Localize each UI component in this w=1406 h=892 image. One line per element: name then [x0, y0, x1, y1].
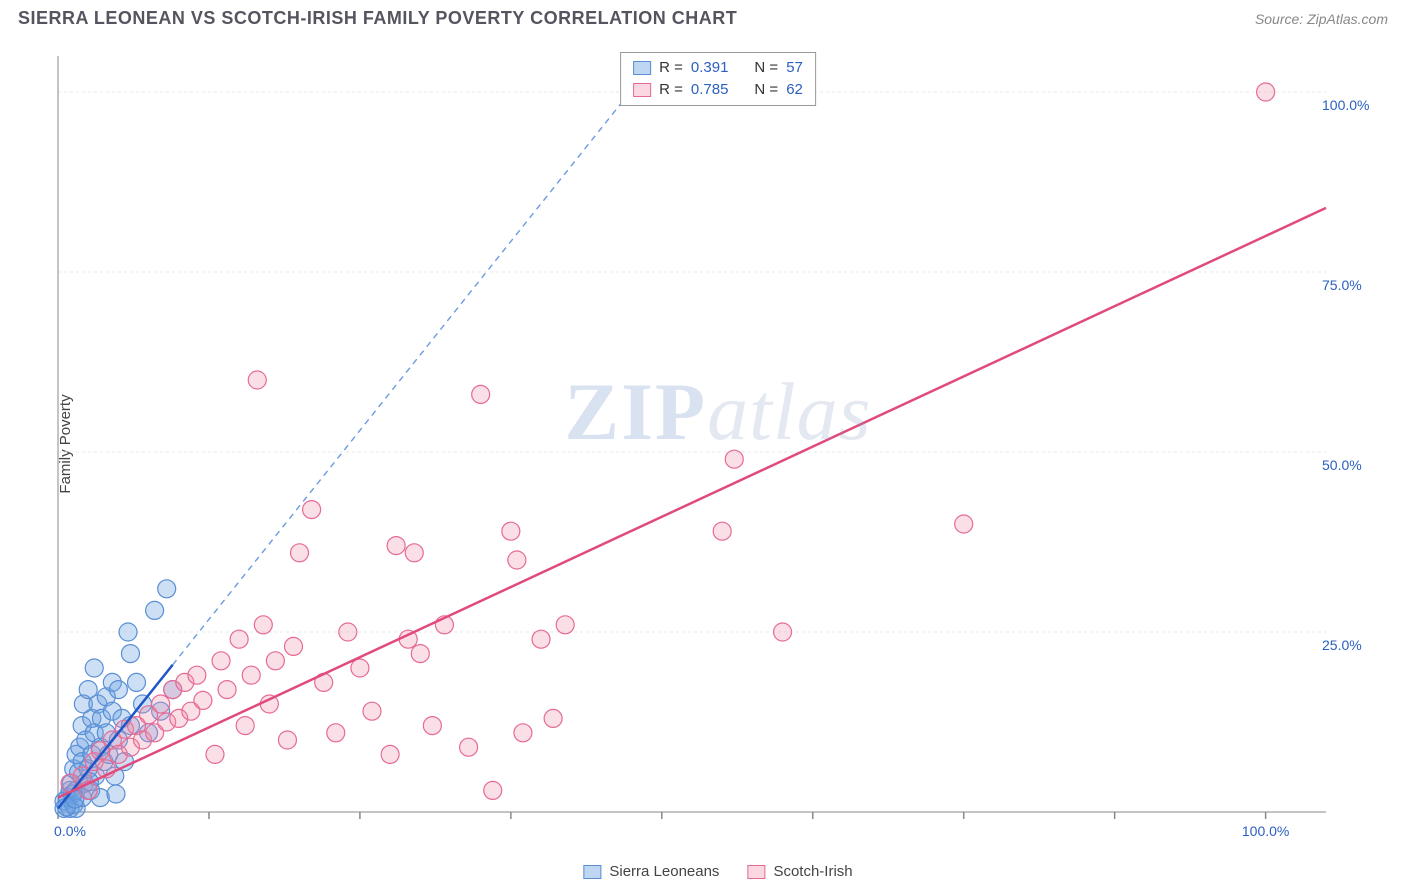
n-label: N =	[754, 57, 778, 79]
svg-text:75.0%: 75.0%	[1322, 277, 1362, 293]
swatch-pink-icon	[633, 83, 651, 97]
n-value-pink: 62	[786, 79, 803, 101]
source-label: Source:	[1255, 11, 1307, 27]
svg-text:25.0%: 25.0%	[1322, 637, 1362, 653]
svg-text:100.0%: 100.0%	[1322, 97, 1369, 113]
scatter-plot: 25.0% 50.0% 75.0% 100.0% 0.0% 100.0%	[50, 46, 1386, 842]
r-value-pink: 0.785	[691, 79, 729, 101]
svg-text:100.0%: 100.0%	[1242, 823, 1289, 839]
legend-item-scotch: Scotch-Irish	[747, 863, 852, 880]
n-label: N =	[754, 79, 778, 101]
svg-text:50.0%: 50.0%	[1322, 457, 1362, 473]
legend-row-pink: R = 0.785 N = 62	[633, 79, 803, 101]
legend-label-scotch: Scotch-Irish	[773, 863, 852, 880]
correlation-legend: R = 0.391 N = 57 R = 0.785 N = 62	[620, 52, 816, 106]
source-name: ZipAtlas.com	[1307, 11, 1388, 27]
n-value-blue: 57	[786, 57, 803, 79]
r-label: R =	[659, 57, 683, 79]
r-value-blue: 0.391	[691, 57, 729, 79]
axes	[58, 56, 1326, 819]
r-label: R =	[659, 79, 683, 101]
trend-lines	[58, 56, 1326, 808]
chart-header: SIERRA LEONEAN VS SCOTCH-IRISH FAMILY PO…	[0, 0, 1406, 33]
legend-label-sierra: Sierra Leoneans	[609, 863, 719, 880]
swatch-blue-icon	[633, 61, 651, 75]
data-points	[55, 83, 1275, 817]
legend-row-blue: R = 0.391 N = 57	[633, 57, 803, 79]
swatch-blue-icon	[583, 865, 601, 879]
chart-title: SIERRA LEONEAN VS SCOTCH-IRISH FAMILY PO…	[18, 8, 737, 29]
series-legend: Sierra Leoneans Scotch-Irish	[583, 863, 852, 880]
swatch-pink-icon	[747, 865, 765, 879]
chart-area: Family Poverty 25.0%50.0%75.0%100.0%0.0%…	[50, 46, 1386, 842]
chart-source: Source: ZipAtlas.com	[1255, 11, 1388, 27]
legend-item-sierra: Sierra Leoneans	[583, 863, 719, 880]
svg-text:0.0%: 0.0%	[54, 823, 86, 839]
gridlines	[58, 92, 1326, 632]
